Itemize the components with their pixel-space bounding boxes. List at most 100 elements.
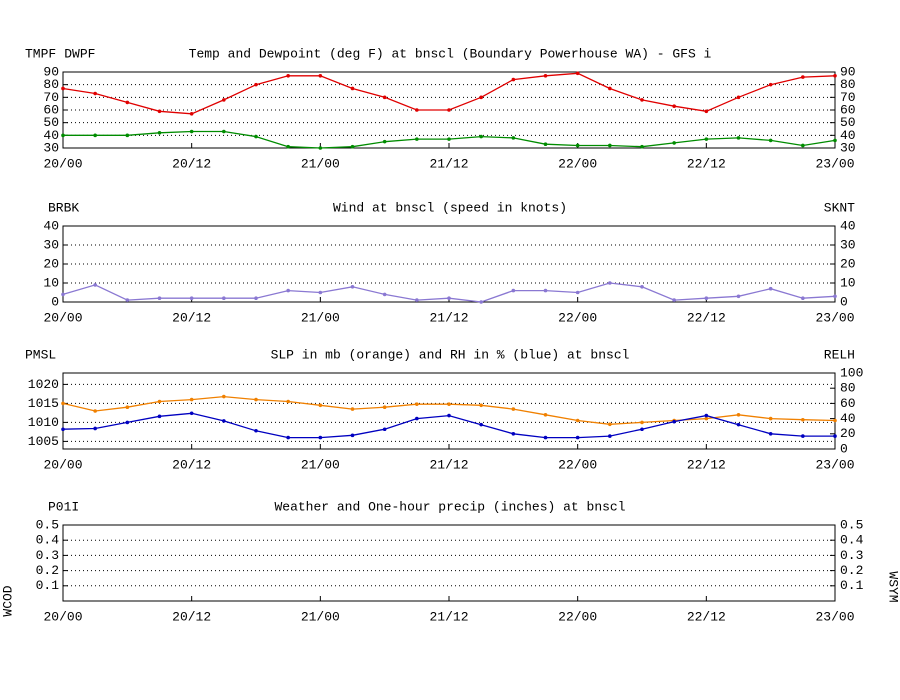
data-point <box>318 403 323 408</box>
x-tick-label: 21/00 <box>301 609 340 624</box>
data-point <box>447 137 451 141</box>
x-tick-label: 23/00 <box>815 609 854 624</box>
y-tick-label: 0.5 <box>36 517 59 532</box>
data-point <box>382 139 387 144</box>
data-point <box>382 95 387 100</box>
x-tick-label: 20/12 <box>172 609 211 624</box>
data-point <box>511 288 516 293</box>
data-point <box>833 434 837 438</box>
data-point <box>125 133 130 138</box>
y-tick-label: 1010 <box>28 415 59 430</box>
x-tick-label: 20/12 <box>172 457 211 472</box>
data-point <box>447 296 451 301</box>
x-tick-label: 20/12 <box>172 310 211 325</box>
data-point <box>286 144 290 149</box>
data-point <box>350 144 355 149</box>
data-point <box>768 432 773 436</box>
data-point <box>801 434 805 438</box>
data-point <box>350 433 355 438</box>
data-point <box>222 129 226 134</box>
legend-label: PMSL <box>25 347 56 362</box>
data-point <box>640 98 644 102</box>
data-point <box>61 86 65 91</box>
data-point <box>575 290 580 295</box>
y2-tick-label: 0.4 <box>840 533 864 548</box>
x-tick-label: 21/00 <box>301 457 340 472</box>
data-point <box>125 405 130 410</box>
data-point <box>768 82 773 87</box>
data-point <box>640 427 644 432</box>
y-tick-label: 40 <box>43 218 59 233</box>
data-point <box>189 129 194 134</box>
x-tick-label: 21/12 <box>429 310 468 325</box>
data-point <box>801 143 805 148</box>
plot-frame <box>62 225 836 303</box>
y2-tick-label: 80 <box>840 77 856 92</box>
y2-tick-label: 0 <box>840 294 848 309</box>
y2-tick-label: 0.3 <box>840 548 863 563</box>
x-tick-label: 21/00 <box>301 156 340 171</box>
x-tick-label: 22/12 <box>687 457 726 472</box>
x-tick-label: 20/00 <box>43 609 82 624</box>
x-tick-label: 22/12 <box>687 156 726 171</box>
legend-label: TMPF <box>25 46 56 61</box>
y-tick-label: 20 <box>43 256 59 271</box>
data-point <box>254 397 258 402</box>
x-tick-label: 22/12 <box>687 310 726 325</box>
plot-frame <box>62 372 836 450</box>
x-tick-label: 22/00 <box>558 156 597 171</box>
data-point <box>125 100 130 105</box>
y2-tick-label: 30 <box>840 237 856 252</box>
y2-tick-label: 80 <box>840 381 856 396</box>
data-point <box>801 75 805 79</box>
left-label: P01I <box>48 499 79 514</box>
data-point <box>157 399 162 404</box>
plot-frame <box>62 71 836 149</box>
data-point <box>254 134 258 139</box>
data-point <box>543 288 548 293</box>
x-tick-label: 22/00 <box>558 609 597 624</box>
y2-tick-label: 40 <box>840 411 856 426</box>
data-point <box>93 409 97 413</box>
x-tick-label: 21/00 <box>301 310 340 325</box>
data-point <box>382 405 387 410</box>
data-point <box>318 146 323 150</box>
y2-tick-label: 40 <box>840 128 856 143</box>
data-point <box>801 296 805 301</box>
data-point <box>768 286 773 291</box>
data-point <box>543 74 548 78</box>
data-point <box>672 298 676 302</box>
y-tick-label: 80 <box>43 77 59 92</box>
data-point <box>608 434 612 438</box>
data-point <box>575 435 580 440</box>
data-point <box>318 290 323 295</box>
data-point <box>157 131 162 135</box>
data-point <box>157 414 162 419</box>
data-point <box>350 86 355 91</box>
legend-label: SKNT <box>824 200 855 215</box>
data-point <box>350 407 355 411</box>
data-point <box>479 422 483 427</box>
data-point <box>640 285 644 289</box>
data-point <box>833 294 837 299</box>
data-point <box>222 98 226 102</box>
data-point <box>479 95 483 100</box>
data-point <box>157 296 162 301</box>
data-point <box>93 133 97 138</box>
y-tick-label: 0.4 <box>36 533 60 548</box>
data-point <box>61 292 65 297</box>
data-point <box>768 138 773 143</box>
data-point <box>415 402 419 406</box>
y-tick-label: 30 <box>43 140 59 155</box>
data-point <box>447 413 451 418</box>
y-tick-label: 30 <box>43 237 59 252</box>
data-point <box>511 432 516 436</box>
data-point <box>479 134 483 139</box>
x-tick-label: 21/12 <box>429 156 468 171</box>
y-tick-label: 1020 <box>28 377 59 392</box>
data-point <box>543 413 548 417</box>
y-tick-label: 0.1 <box>36 578 60 593</box>
y-tick-label: 1015 <box>28 396 59 411</box>
data-point <box>608 281 612 285</box>
